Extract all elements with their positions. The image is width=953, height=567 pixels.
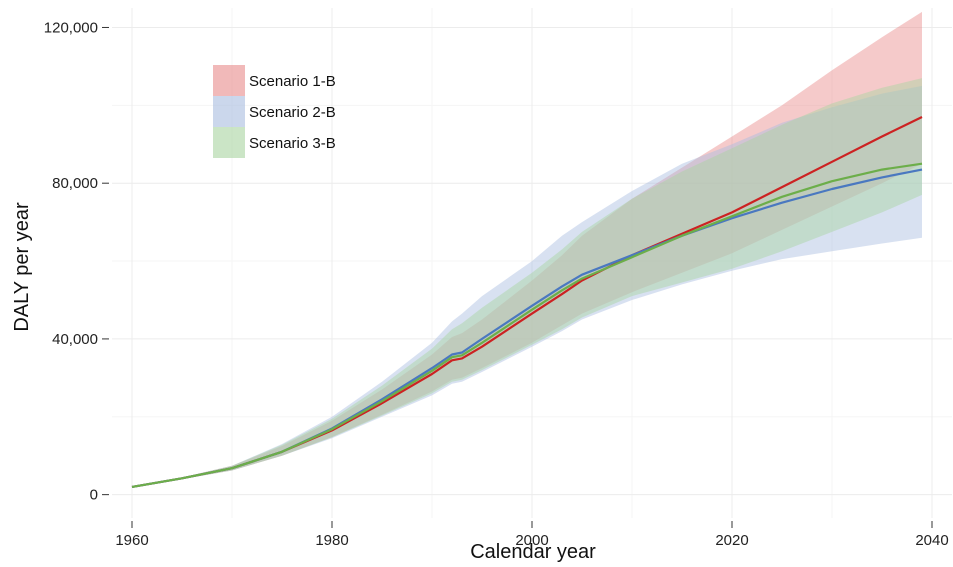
legend-swatch <box>213 96 245 127</box>
y-tick-label: 120,000 <box>44 19 98 36</box>
y-tick-label: 40,000 <box>52 331 98 348</box>
x-axis-title: Calendar year <box>470 541 596 563</box>
axes: 1960 1980 2000 2020 2040 0 40,000 80,000 120,000 <box>44 19 949 549</box>
x-tick-label: 2040 <box>915 532 948 549</box>
legend-swatch <box>213 65 245 96</box>
y-axis-title: DALY per year <box>11 202 33 332</box>
legend-swatch <box>213 127 245 158</box>
line-scenario-3-b <box>131 162 923 488</box>
grid <box>112 8 952 518</box>
x-tick-label: 1980 <box>315 532 348 549</box>
band-scenario-2-b <box>132 85 922 487</box>
legend-label: Scenario 1-B <box>249 73 336 90</box>
band-scenario-3-b <box>132 78 922 487</box>
legend-label: Scenario 2-B <box>249 104 336 121</box>
y-tick-label: 0 <box>90 487 98 504</box>
legend-label: Scenario 3-B <box>249 135 336 152</box>
confidence-bands <box>132 11 922 487</box>
x-tick-label: 1960 <box>115 532 148 549</box>
series-lines <box>131 116 923 488</box>
legend: Scenario 1-B Scenario 2-B Scenario 3-B <box>213 65 336 158</box>
x-tick-label: 2000 <box>515 532 548 549</box>
y-tick-label: 80,000 <box>52 175 98 192</box>
x-tick-label: 2020 <box>715 532 748 549</box>
